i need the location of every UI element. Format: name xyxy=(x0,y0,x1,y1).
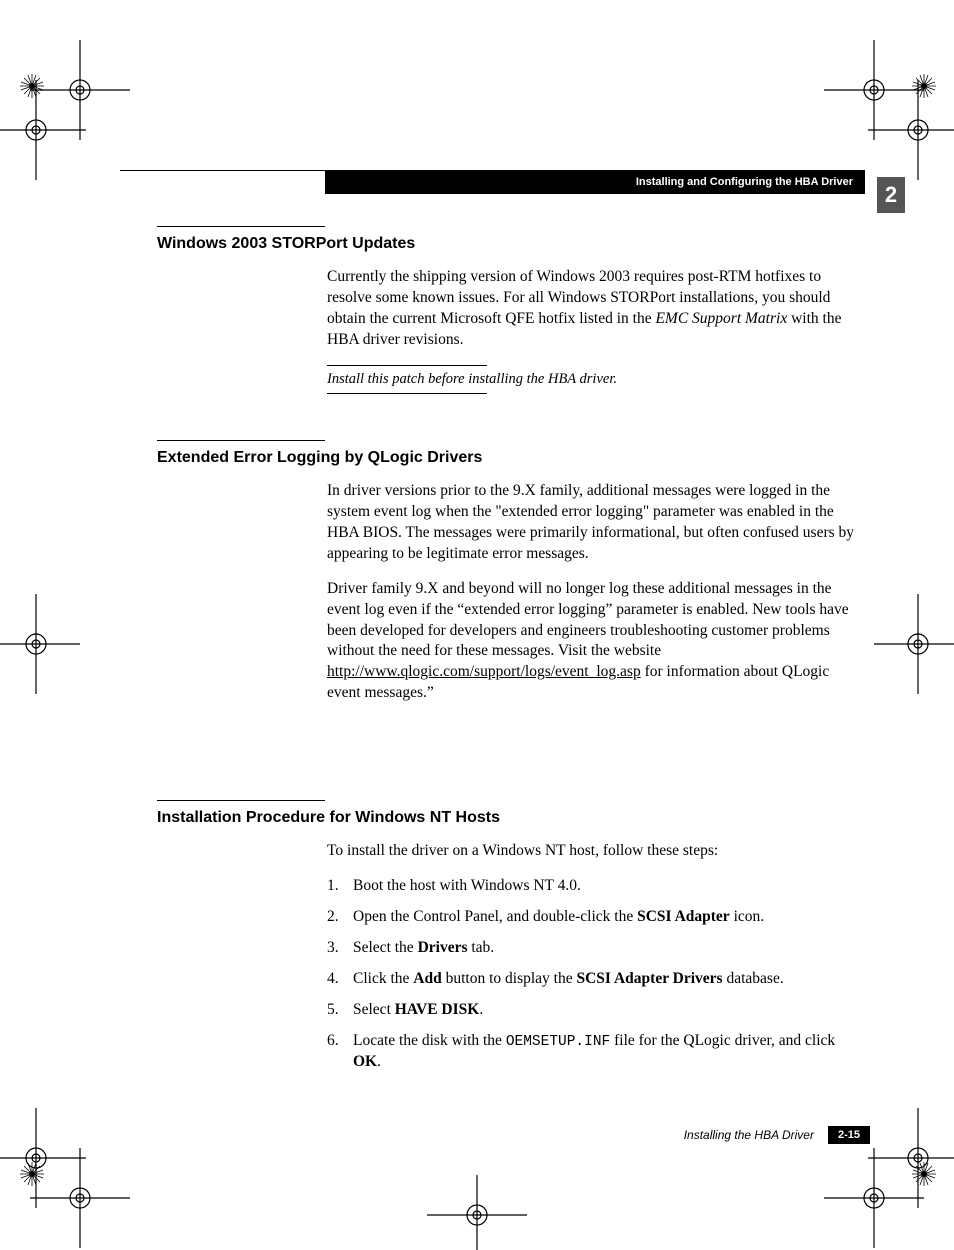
footer-page-number: 2-15 xyxy=(828,1126,870,1144)
chapter-number-tab: 2 xyxy=(877,177,905,213)
text-run: SCSI Adapter Drivers xyxy=(576,970,722,987)
note-rule xyxy=(327,365,487,366)
text-run: Locate the disk with the xyxy=(353,1032,506,1049)
registration-burst-icon xyxy=(910,72,938,100)
registration-burst-icon xyxy=(18,72,46,100)
text-run: SCSI Adapter xyxy=(637,908,730,925)
section-body: To install the driver on a Windows NT ho… xyxy=(327,841,865,1073)
section-rule xyxy=(157,226,325,227)
text-run: Driver family 9.X and beyond will no lon… xyxy=(327,580,849,660)
chapter-header-bar: Installing and Configuring the HBA Drive… xyxy=(325,170,865,194)
text-run: icon. xyxy=(730,908,764,925)
crop-mark-icon xyxy=(6,100,66,160)
step-item: Select the Drivers tab. xyxy=(327,938,865,959)
registration-burst-icon xyxy=(18,1160,46,1188)
note-rule xyxy=(327,393,487,394)
step-item: Boot the host with Windows NT 4.0. xyxy=(327,876,865,897)
section-title: Windows 2003 STORPort Updates xyxy=(157,235,865,253)
crop-mark-icon xyxy=(888,100,948,160)
section: Windows 2003 STORPort Updates Currently t… xyxy=(157,226,865,394)
crop-mark-icon xyxy=(844,1168,904,1228)
text-run: . xyxy=(479,1001,483,1018)
step-item: Open the Control Panel, and double-click… xyxy=(327,907,865,928)
section-title: Installation Procedure for Windows NT Ho… xyxy=(157,809,865,827)
paragraph: Driver family 9.X and beyond will no lon… xyxy=(327,579,865,705)
text-run: HAVE DISK xyxy=(395,1001,480,1018)
text-run: . xyxy=(377,1053,381,1070)
paragraph: In driver versions prior to the 9.X fami… xyxy=(327,481,865,565)
section-rule xyxy=(157,800,325,801)
footer-section-title: Installing the HBA Driver xyxy=(684,1128,814,1142)
chapter-number: 2 xyxy=(885,182,897,208)
text-run: EMC Support Matrix xyxy=(655,310,787,327)
registration-burst-icon xyxy=(910,1160,938,1188)
crop-mark-icon xyxy=(50,60,110,120)
section-title: Extended Error Logging by QLogic Drivers xyxy=(157,449,865,467)
crop-mark-icon xyxy=(50,1168,110,1228)
note-text: Install this patch before installing the… xyxy=(327,370,865,390)
text-run: Open the Control Panel, and double-click… xyxy=(353,908,637,925)
page-footer: Installing the HBA Driver 2-15 xyxy=(130,1126,870,1144)
step-item: Locate the disk with the OEMSETUP.INF fi… xyxy=(327,1031,865,1073)
text-run: In driver versions prior to the 9.X fami… xyxy=(327,482,854,562)
text-run: Click the xyxy=(353,970,413,987)
section-body: In driver versions prior to the 9.X fami… xyxy=(327,481,865,704)
chapter-header-text: Installing and Configuring the HBA Drive… xyxy=(636,176,853,188)
text-run: Drivers xyxy=(418,939,468,956)
step-item: Select HAVE DISK. xyxy=(327,1000,865,1021)
text-run: tab. xyxy=(467,939,494,956)
step-list: Boot the host with Windows NT 4.0. Open t… xyxy=(327,876,865,1073)
text-run: Select the xyxy=(353,939,418,956)
text-run: http://www.qlogic.com/support/logs/event… xyxy=(327,663,641,680)
section-body: Currently the shipping version of Window… xyxy=(327,267,865,394)
paragraph: Currently the shipping version of Window… xyxy=(327,267,865,351)
section: Extended Error Logging by QLogic Drivers… xyxy=(157,440,865,718)
crop-mark-icon xyxy=(884,614,954,679)
section-rule xyxy=(157,440,325,441)
text-run: Select xyxy=(353,1001,395,1018)
text-run: database. xyxy=(723,970,784,987)
text-run: OK xyxy=(353,1053,377,1070)
section: Installation Procedure for Windows NT Ho… xyxy=(157,800,865,1083)
text-run: OEMSETUP.INF xyxy=(506,1034,610,1050)
text-run: Boot the host with Windows NT 4.0. xyxy=(353,877,581,894)
crop-mark-icon xyxy=(447,1185,507,1250)
step-item: Click the Add button to display the SCSI… xyxy=(327,969,865,990)
text-run: button to display the xyxy=(442,970,577,987)
crop-mark-icon xyxy=(844,60,904,120)
text-run: Add xyxy=(413,970,441,987)
crop-mark-icon xyxy=(0,614,70,679)
paragraph: To install the driver on a Windows NT ho… xyxy=(327,841,865,862)
header-rule xyxy=(120,170,325,171)
text-run: file for the QLogic driver, and click xyxy=(610,1032,835,1049)
